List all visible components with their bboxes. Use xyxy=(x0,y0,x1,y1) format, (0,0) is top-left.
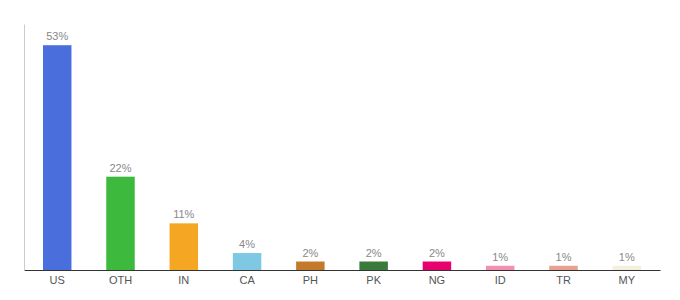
x-tick: IN xyxy=(178,274,189,286)
x-tick-label: OTH xyxy=(109,274,132,286)
bar xyxy=(423,262,451,270)
bar xyxy=(106,177,134,270)
x-tick-label: ID xyxy=(495,274,506,286)
data-label: 1% xyxy=(492,251,508,263)
data-label: 53% xyxy=(46,30,68,42)
x-tick-label: TR xyxy=(556,274,571,286)
bar xyxy=(549,266,577,270)
x-tick: TR xyxy=(556,274,571,286)
bar xyxy=(296,262,324,270)
x-tick-label: NG xyxy=(429,274,446,286)
bar xyxy=(486,266,514,270)
x-tick: CA xyxy=(239,274,255,286)
data-label: 2% xyxy=(366,247,382,259)
x-tick-label: MY xyxy=(619,274,636,286)
data-label: 2% xyxy=(429,247,445,259)
x-tick: ID xyxy=(495,274,506,286)
chart: US OTH IN CA PH PK NG ID TR MY 53% 22% 11% 4% 2% 2% 2% 1%… xyxy=(0,0,680,300)
x-tick: OTH xyxy=(109,274,132,286)
plot-area: US OTH IN CA PH PK NG ID TR MY 53% 22% 11% 4% 2% 2% 2% 1%… xyxy=(25,25,661,286)
bar xyxy=(170,223,198,270)
x-tick-label: US xyxy=(50,274,65,286)
data-labels: 53% 22% 11% 4% 2% 2% 2% 1% 1% 1% xyxy=(46,30,635,263)
data-label: 4% xyxy=(239,238,255,250)
x-tick: PH xyxy=(303,274,318,286)
x-axis-line xyxy=(25,270,661,271)
x-tick-label: IN xyxy=(178,274,189,286)
x-tick-label: PH xyxy=(303,274,318,286)
x-tick: US xyxy=(50,274,65,286)
data-label: 1% xyxy=(556,251,572,263)
y-axis-line xyxy=(24,25,25,271)
x-axis: US OTH IN CA PH PK NG ID TR MY xyxy=(25,271,661,286)
data-label: 1% xyxy=(619,251,635,263)
bar xyxy=(359,262,387,270)
x-tick: PK xyxy=(366,274,381,286)
x-tick-label: PK xyxy=(366,274,381,286)
bars xyxy=(43,45,641,270)
bar xyxy=(233,253,261,270)
x-tick: NG xyxy=(429,274,446,286)
data-label: 22% xyxy=(109,162,131,174)
data-label: 11% xyxy=(173,208,194,220)
x-tick: MY xyxy=(619,274,636,286)
data-label: 2% xyxy=(302,247,318,259)
bar xyxy=(613,266,641,270)
bar xyxy=(43,45,71,270)
y-axis xyxy=(24,25,25,271)
x-tick-label: CA xyxy=(239,274,255,286)
